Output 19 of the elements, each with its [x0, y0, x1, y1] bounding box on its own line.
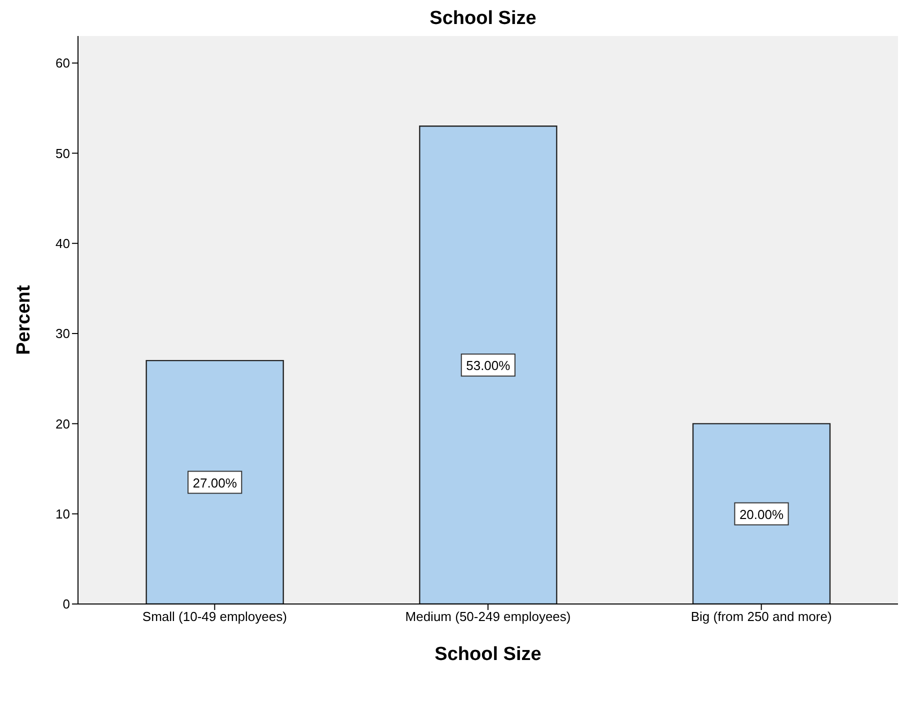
x-tick-label: Small (10-49 employees) — [142, 609, 287, 624]
x-tick-label: Medium (50-249 employees) — [405, 609, 571, 624]
y-tick-label: 0 — [62, 596, 70, 612]
bar — [692, 423, 831, 604]
x-tick-label: Big (from 250 and more) — [690, 609, 832, 624]
y-tick-label: 40 — [56, 236, 70, 251]
data-label: 20.00% — [739, 506, 784, 522]
y-tick-label: 60 — [56, 56, 70, 71]
x-axis-title: School Size — [434, 644, 542, 665]
bar — [419, 126, 558, 604]
data-label: 27.00% — [192, 475, 238, 490]
y-tick-label: 50 — [56, 146, 70, 161]
y-axis-title: Percent — [14, 284, 35, 355]
bar — [146, 360, 284, 604]
data-label: 53.00% — [466, 358, 511, 374]
y-tick-label: 20 — [56, 416, 70, 432]
chart-title: School Size — [428, 8, 538, 31]
y-tick-label: 30 — [56, 326, 70, 342]
y-tick-label: 10 — [56, 506, 70, 522]
